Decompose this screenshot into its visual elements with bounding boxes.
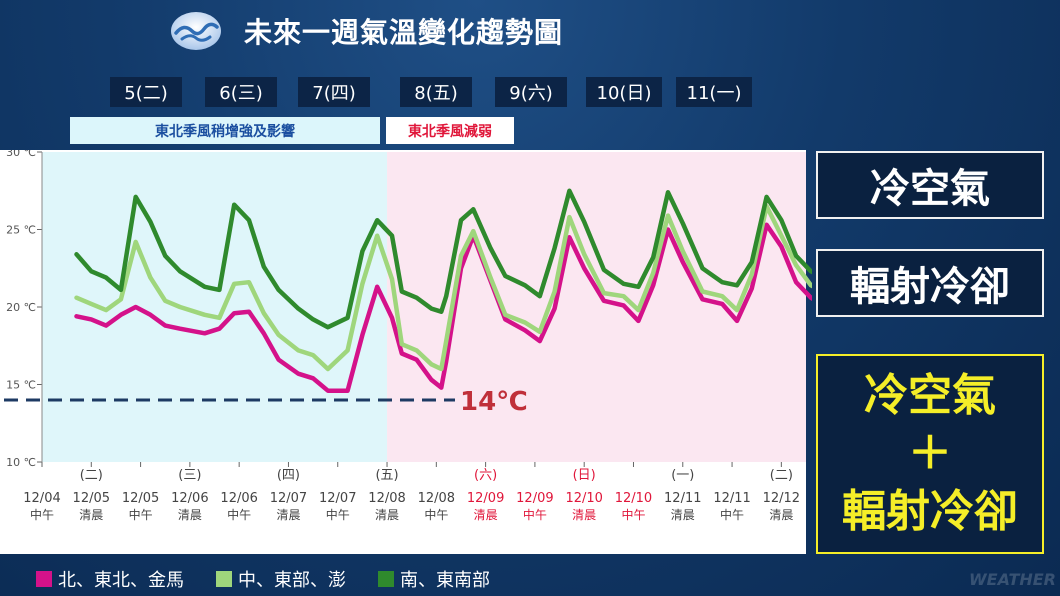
x-tick-date: 12/08: [368, 491, 405, 506]
combined-plus-text: ＋: [908, 428, 952, 479]
x-tick-weekday: (三): [178, 468, 201, 483]
x-tick-weekday: (二): [80, 468, 103, 483]
x-tick-time: 中午: [30, 507, 54, 522]
x-tick-weekday: (六): [474, 468, 497, 483]
legend-item-central: 中、東部、澎: [216, 566, 346, 592]
x-tick-date: 12/07: [319, 491, 356, 506]
day-label: 7(四): [298, 77, 370, 107]
day-label: 11(一): [676, 77, 752, 107]
x-tick-weekday: (四): [277, 468, 300, 483]
x-tick-weekday: (日): [573, 468, 596, 483]
x-tick-date: 12/11: [664, 491, 701, 506]
x-tick-time: 清晨: [671, 508, 695, 522]
x-tick-time: 中午: [621, 507, 645, 522]
radiative-cooling-box: 輻射冷卻: [816, 249, 1044, 317]
x-tick-date: 12/09: [467, 491, 504, 506]
y-tick-label: 10 ℃: [6, 456, 36, 469]
min-temp-label: 14℃: [460, 387, 528, 417]
legend-swatch-central: [216, 571, 232, 587]
x-tick-date: 12/12: [763, 491, 800, 506]
x-tick-date: 12/10: [615, 491, 652, 506]
x-tick-time: 中午: [424, 507, 448, 522]
day-label: 6(三): [205, 77, 277, 107]
x-tick-time: 清晨: [178, 508, 202, 522]
combined-bottom-text: 輻射冷卻: [842, 486, 1018, 537]
cwa-logo-icon: [171, 12, 221, 50]
x-tick-time: 清晨: [474, 508, 498, 522]
x-tick-date: 12/11: [713, 491, 750, 506]
combined-effect-box: 冷空氣 ＋ 輻射冷卻: [816, 354, 1044, 554]
header: 未來一週氣溫變化趨勢圖: [170, 8, 563, 54]
y-tick-label: 30 ℃: [6, 150, 36, 159]
x-tick-time: 清晨: [276, 508, 300, 522]
series-line-north: [74, 222, 812, 393]
day-label: 5(二): [110, 77, 182, 107]
legend: 北、東北、金馬 中、東部、澎 南、東南部: [36, 566, 522, 592]
x-tick-date: 12/09: [516, 491, 553, 506]
series-line-south: [74, 188, 812, 330]
x-tick-weekday: (二): [770, 468, 793, 483]
page-title: 未來一週氣溫變化趨勢圖: [244, 16, 564, 49]
x-tick-date: 12/05: [122, 491, 159, 506]
watermark: WEATHER: [969, 570, 1056, 589]
x-tick-time: 清晨: [375, 508, 399, 522]
x-tick-time: 中午: [523, 507, 547, 522]
legend-swatch-south: [378, 571, 394, 587]
x-tick-time: 中午: [720, 507, 744, 522]
monsoon-strengthening-band: 東北季風稍增強及影響: [70, 117, 380, 144]
y-tick-label: 20 ℃: [6, 301, 36, 314]
x-tick-weekday: (一): [671, 468, 694, 483]
series-line-central: [74, 204, 812, 372]
temperature-chart: 10 ℃15 ℃20 ℃25 ℃30 ℃12/04中午(二)12/05清晨12/…: [0, 150, 812, 554]
x-tick-time: 清晨: [572, 508, 596, 522]
day-label: 10(日): [586, 77, 662, 107]
legend-swatch-north: [36, 571, 52, 587]
legend-label-central: 中、東部、澎: [238, 570, 346, 591]
legend-item-south: 南、東南部: [378, 566, 490, 592]
x-tick-date: 12/10: [565, 491, 602, 506]
monsoon-weakening-band: 東北季風減弱: [386, 117, 514, 144]
cold-air-box: 冷空氣: [816, 151, 1044, 219]
x-tick-date: 12/08: [418, 491, 455, 506]
x-tick-date: 12/06: [220, 491, 257, 506]
x-tick-time: 中午: [326, 507, 350, 522]
x-tick-date: 12/04: [23, 491, 60, 506]
legend-label-south: 南、東南部: [400, 570, 490, 591]
x-tick-date: 12/06: [171, 491, 208, 506]
x-tick-time: 中午: [227, 507, 251, 522]
legend-item-north: 北、東北、金馬: [36, 566, 184, 592]
x-tick-date: 12/07: [270, 491, 307, 506]
y-tick-label: 15 ℃: [6, 379, 36, 392]
day-label: 8(五): [400, 77, 472, 107]
x-tick-time: 中午: [129, 507, 153, 522]
x-tick-weekday: (五): [375, 468, 398, 483]
y-tick-label: 25 ℃: [6, 224, 36, 237]
day-label: 9(六): [495, 77, 567, 107]
x-tick-time: 清晨: [769, 508, 793, 522]
x-tick-time: 清晨: [79, 508, 103, 522]
legend-label-north: 北、東北、金馬: [58, 570, 184, 591]
x-tick-date: 12/05: [73, 491, 110, 506]
combined-top-text: 冷空氣: [864, 370, 996, 421]
